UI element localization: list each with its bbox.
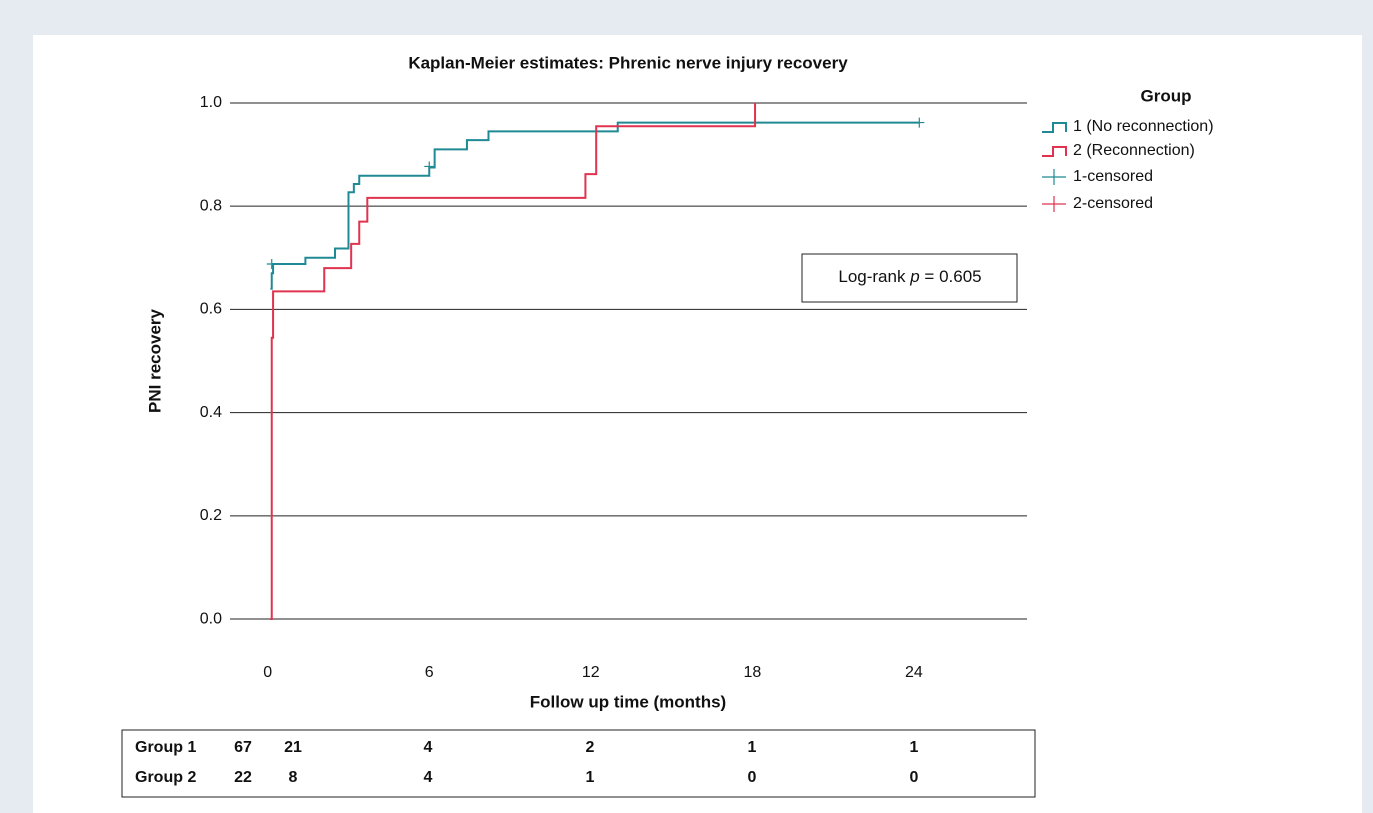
legend-swatch [1042,146,1067,157]
risk-count: 1 [910,739,919,756]
km-curve [270,102,757,621]
legend-swatch [1042,122,1067,133]
risk-count: 0 [748,769,757,786]
x-axis-label: Follow up time (months) [530,692,726,711]
y-tick-label: 0.4 [200,404,222,421]
x-tick-label: 6 [425,664,434,681]
risk-count: 0 [910,769,919,786]
annotation-box [801,253,1018,303]
x-tick-label: 18 [743,664,761,681]
y-tick-label: 1.0 [200,94,222,111]
risk-count: 2 [586,739,595,756]
km-curve [270,121,920,290]
annotation-text: p [909,267,919,286]
risk-table-box [121,729,1036,798]
annotation: Log-rank p = 0.605 [838,267,981,286]
legend-swatch [1042,196,1066,212]
censor-mark [424,161,435,172]
risk-count: 22 [234,769,252,786]
risk-count: 8 [289,769,298,786]
censor-mark [266,258,277,269]
y-tick-label: 0.2 [200,507,222,524]
risk-count: 1 [586,769,595,786]
risk-row-label: Group 2 [135,769,196,786]
legend-label: 2-censored [1073,195,1153,212]
legend-swatch [1042,169,1066,185]
risk-count: 4 [424,769,433,786]
annotation-text: = 0.605 [924,267,981,286]
y-tick-label: 0.8 [200,197,222,214]
panel [33,35,1362,813]
risk-row-label: Group 1 [135,739,196,756]
y-tick-label: 0.6 [200,301,222,318]
risk-count: 21 [284,739,302,756]
risk-count: 67 [234,739,252,756]
y-tick-label: 0.0 [200,610,222,627]
legend-label: 2 (Reconnection) [1073,142,1195,159]
censor-mark [914,117,925,128]
x-tick-label: 0 [263,664,272,681]
legend-label: 1-censored [1073,168,1153,185]
chart-title: Kaplan-Meier estimates: Phrenic nerve in… [408,53,848,72]
x-tick-label: 24 [905,664,923,681]
x-tick-label: 12 [582,664,600,681]
risk-count: 4 [424,739,433,756]
legend-title: Group [1141,86,1192,105]
risk-count: 1 [748,739,757,756]
y-axis-label: PNI recovery [145,308,164,412]
legend-label: 1 (No reconnection) [1073,118,1214,135]
annotation-text: Log-rank [838,267,906,286]
